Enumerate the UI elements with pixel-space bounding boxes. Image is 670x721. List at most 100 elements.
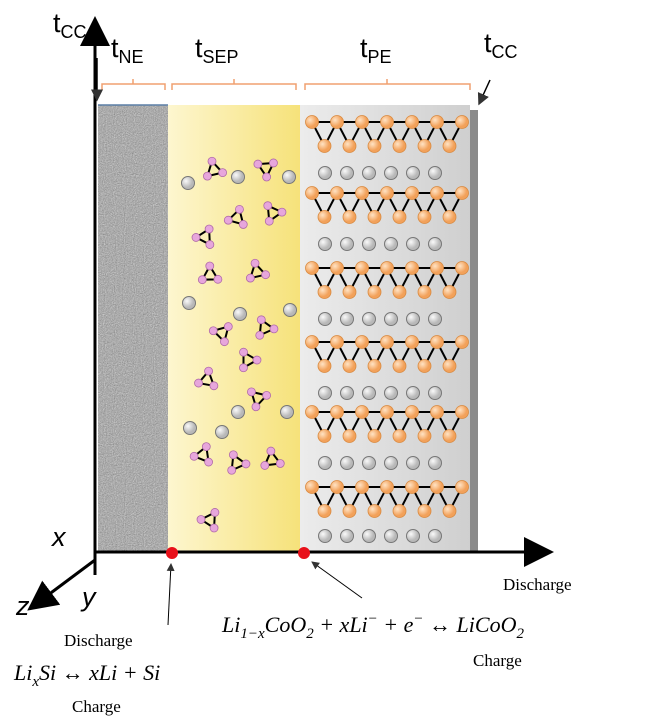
molecule-atom [205,240,215,249]
lattice-atom [455,405,469,419]
molecule-atom [204,224,214,234]
positive-electrode [300,105,470,552]
molecule-bond [258,317,276,337]
ion [428,237,442,251]
ion [384,386,398,400]
molecule-atom [239,363,248,373]
lattice-atom [392,139,407,153]
molecule-bond [200,264,220,281]
label-sub: CC [492,42,518,62]
ion [384,312,398,326]
molecule-atom [262,172,272,182]
lattice-atom [405,335,419,349]
molecule-atom [269,324,279,334]
equation-sup: − [368,611,378,627]
ion [384,456,398,470]
lattice-atom [380,186,394,200]
lattice-atom [342,285,357,299]
lattice-atom [392,429,407,443]
molecule-atom [250,258,260,268]
lattice-atom [330,335,344,349]
lattice-atom [392,285,407,299]
axis-y-label: y [80,582,97,612]
axis-x-label: x [50,522,67,552]
equation-text: CoO [265,612,307,637]
ion [406,529,420,543]
lattice-atom [442,359,457,373]
molecule-bond [248,261,268,280]
ion [384,166,398,180]
ion [283,303,297,317]
ion [183,421,197,435]
equation-sub: 2 [306,626,314,642]
ion [231,405,245,419]
lattice-atom [317,285,332,299]
lattice-atom [430,115,444,129]
pe-charge: Charge [473,651,522,670]
equation-sup: − [413,611,423,627]
molecule-bond [196,369,216,388]
lattice-atom [392,504,407,518]
ion [282,170,296,184]
molecule-atom [220,337,229,347]
lattice-atom [380,335,394,349]
lattice-atom [455,261,469,275]
lattice-atom [455,186,469,200]
ion [384,237,398,251]
lattice-atom [330,405,344,419]
molecule-atom [208,326,218,336]
negative-texture [98,105,168,552]
lattice-atom [417,210,432,224]
molecule-bond [256,161,276,179]
molecule-bond [192,444,210,464]
molecule-atom [204,366,213,376]
lattice-atom [392,359,407,373]
z-axis-line [27,558,96,611]
molecule-atom [189,451,199,461]
molecule-bond [199,510,216,530]
equation-text: Si ↔ xLi + Si [39,660,160,685]
ion [428,312,442,326]
equation-sub: 2 [516,626,524,642]
molecule-atom [197,275,207,285]
ion [428,166,442,180]
molecule-atom [256,315,266,325]
ion [318,386,332,400]
lattice-atom [455,115,469,129]
molecule-atom [255,330,265,340]
t-cc-right: tCC [484,28,518,62]
lattice-atom [342,210,357,224]
label-sub: NE [119,47,144,67]
molecule-atom [277,207,287,217]
ion [318,237,332,251]
cc-arrow-right [477,79,491,106]
ne-charge: Charge [72,697,121,716]
lattice-atom [380,405,394,419]
lattice-atom [455,335,469,349]
lattice-atom [405,186,419,200]
lattice-atom [417,285,432,299]
lattice-atom [380,115,394,129]
lattice-atom [442,210,457,224]
lattice-atom [405,261,419,275]
lattice-atom [442,139,457,153]
lattice-atom [430,261,444,275]
equation-text: ↔ LiCoO [424,612,517,637]
lattice-atom [430,335,444,349]
pe-reaction-arrow [311,561,363,599]
lattice-atom [317,210,332,224]
molecule-bond [211,325,230,344]
molecule-atom [238,220,248,229]
lattice-atom [355,261,369,275]
label-sub: SEP [203,47,239,67]
molecule-atom [253,159,263,169]
molecule-bond [226,207,245,226]
label-base: t [360,33,368,63]
lattice-atom [355,405,369,419]
lattice-atom [367,285,382,299]
lattice-atom [367,210,382,224]
molecule-bond [242,350,260,370]
molecule-atom [209,523,219,533]
lattice-atom [380,261,394,275]
ion [182,296,196,310]
